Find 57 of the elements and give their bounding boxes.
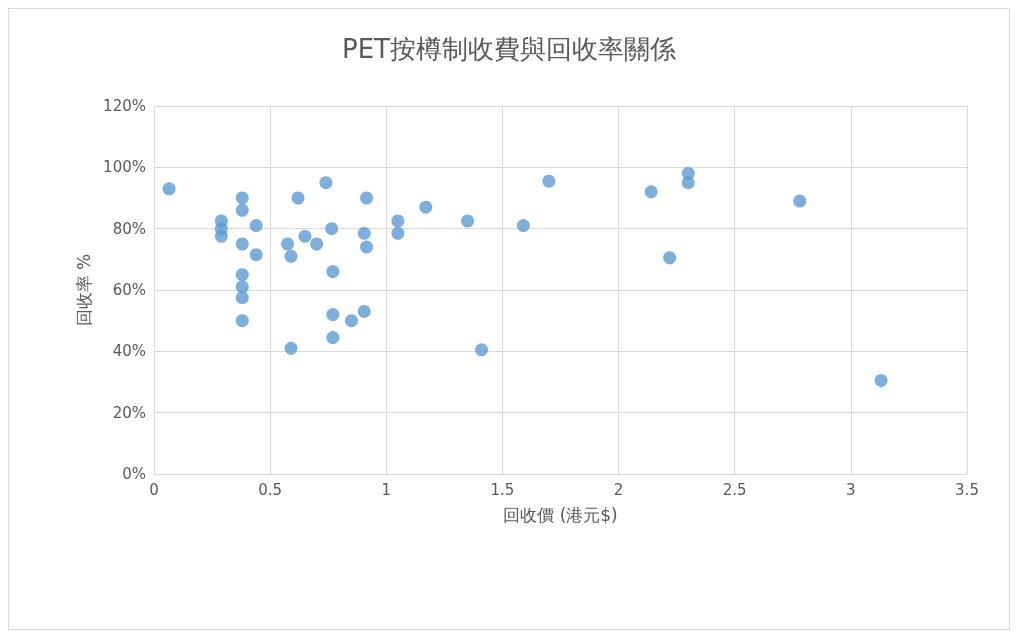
point [284, 249, 298, 263]
point [235, 203, 249, 217]
x-axis-title: 回收價 (港元$) [503, 504, 618, 525]
point [874, 373, 888, 387]
point [326, 331, 340, 345]
point [249, 219, 263, 233]
point [391, 226, 405, 240]
point [419, 200, 433, 214]
point [681, 176, 695, 190]
point [461, 214, 475, 228]
point [360, 240, 374, 254]
x-tick-label: 0.5 [258, 480, 283, 499]
point [644, 185, 658, 199]
point [249, 248, 263, 262]
x-tick-label: 2.5 [722, 480, 747, 499]
x-tick-label: 3.5 [955, 480, 979, 499]
point [235, 291, 249, 305]
point [298, 229, 312, 243]
point [162, 182, 176, 196]
y-tick-label: 120% [103, 97, 146, 115]
point [793, 194, 807, 208]
point [235, 314, 249, 328]
y-axis-title: 回收率 % [73, 253, 94, 327]
point [284, 341, 298, 355]
x-tick-label: 1.5 [490, 480, 515, 499]
point [235, 191, 249, 205]
point [344, 314, 358, 328]
point [325, 222, 339, 236]
point [310, 237, 324, 251]
point [542, 174, 556, 188]
point [475, 343, 489, 357]
y-tick-label: 80% [112, 219, 146, 238]
point [281, 237, 295, 251]
point [357, 226, 371, 240]
point [235, 237, 249, 251]
y-tick-label: 100% [103, 158, 146, 177]
point [357, 304, 371, 318]
point [235, 268, 249, 282]
x-tick-label: 1 [381, 480, 392, 499]
point [516, 219, 530, 233]
x-tick-label: 3 [846, 480, 856, 499]
x-tick-label: 0 [149, 480, 159, 499]
point [663, 251, 677, 265]
point [326, 265, 340, 279]
chart-title: PET按樽制收費與回收率關係 [342, 34, 676, 64]
y-tick-label: 60% [112, 281, 146, 299]
point [360, 191, 374, 205]
point [319, 176, 333, 190]
point [326, 308, 340, 322]
point [214, 229, 228, 243]
y-tick-label: 20% [112, 403, 146, 422]
y-tick-label: 40% [112, 342, 146, 361]
x-tick-label: 2 [613, 480, 624, 499]
point [235, 280, 249, 294]
point [391, 214, 405, 228]
y-tick-label: 0% [122, 465, 146, 483]
point [291, 191, 305, 205]
